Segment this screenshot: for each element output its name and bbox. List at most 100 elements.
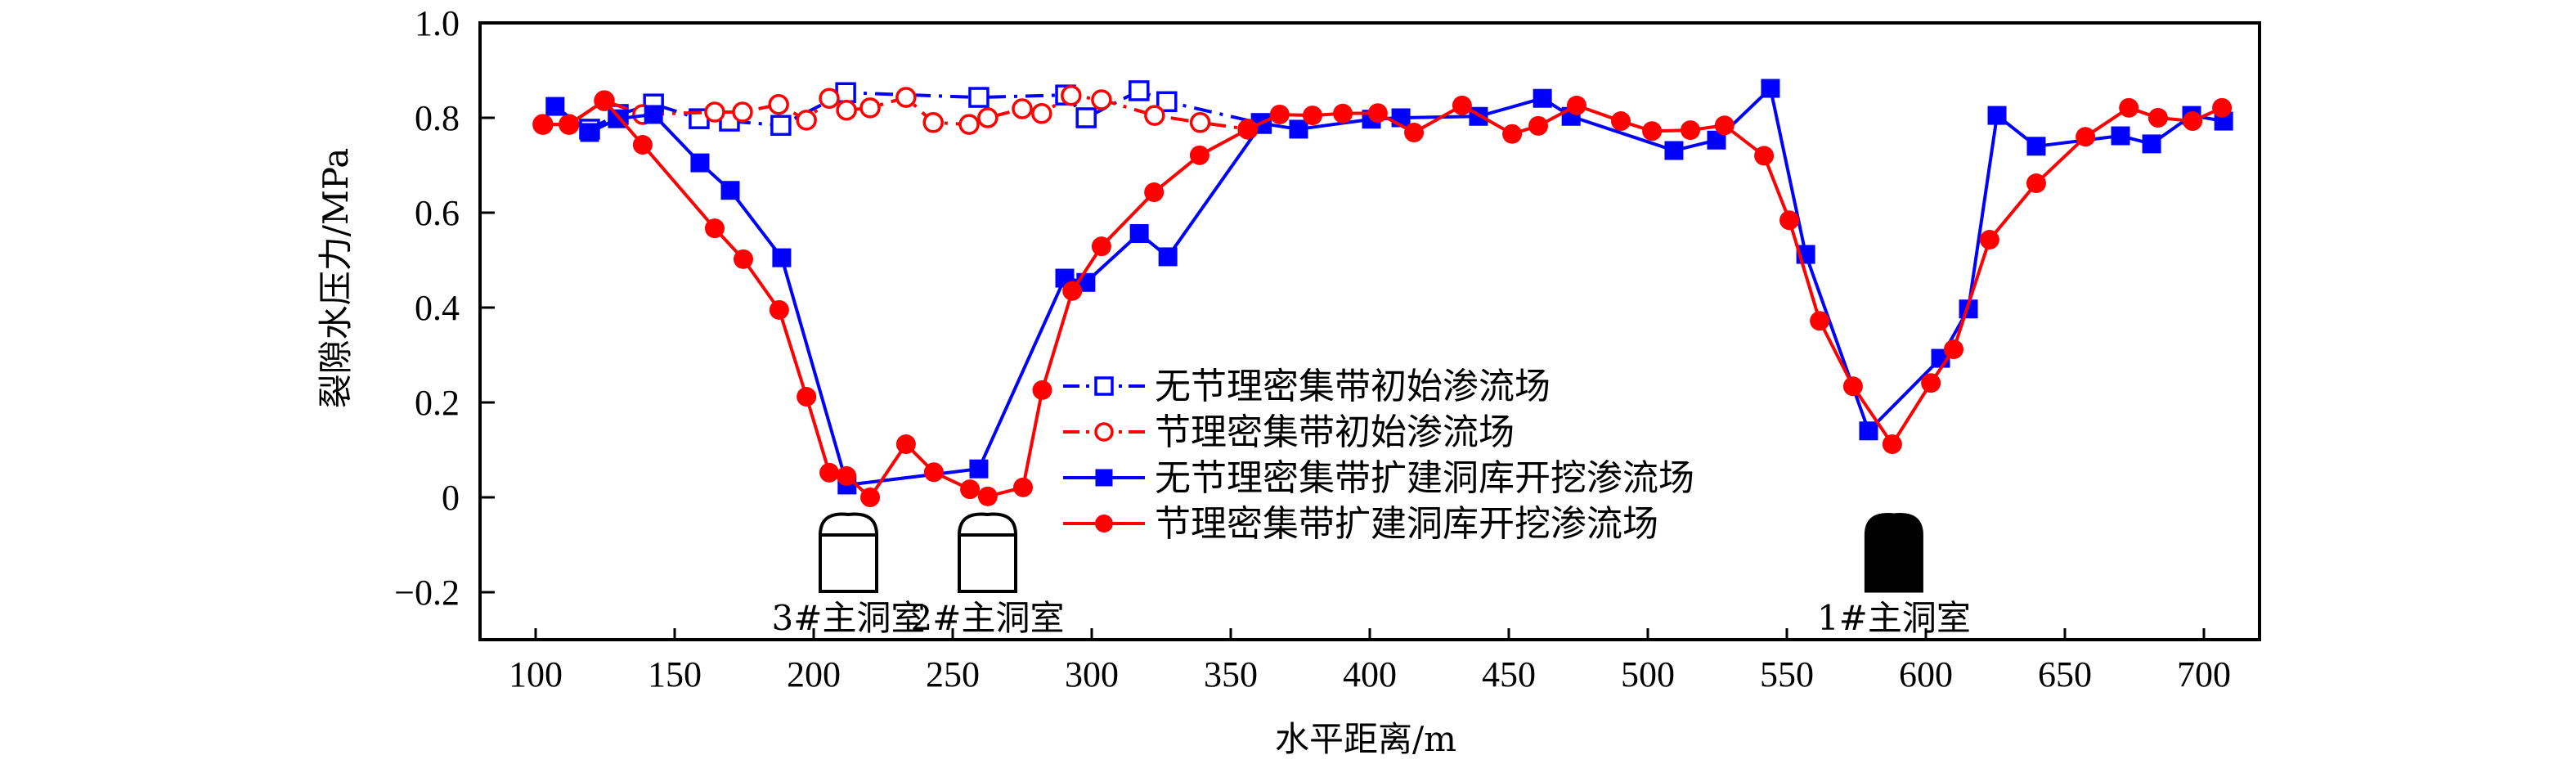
cavern-1: 3#主洞室 xyxy=(772,512,926,638)
data-point-filled-circle xyxy=(1979,230,1999,250)
data-point-filled-circle xyxy=(1238,119,1259,139)
x-tick-label: 300 xyxy=(1065,654,1119,694)
data-point-filled-circle xyxy=(532,115,553,135)
y-tick-label: 0.6 xyxy=(415,193,460,233)
data-point-filled-circle xyxy=(1032,380,1052,400)
data-point-filled-square xyxy=(2142,134,2161,154)
data-point-filled-square xyxy=(1859,421,1878,441)
legend-item-4: 节理密集带扩建洞库开挖渗流场 xyxy=(1063,503,1658,545)
x-tick-label: 550 xyxy=(1760,654,1814,694)
data-point-filled-circle xyxy=(1269,104,1290,124)
data-point-filled-square xyxy=(772,248,792,267)
data-point-open-circle xyxy=(1061,84,1082,106)
data-point-filled-circle xyxy=(2026,173,2046,194)
data-point-filled-circle xyxy=(797,387,817,407)
legend-item-3: 无节理密集带扩建洞库开挖渗流场 xyxy=(1063,457,1694,499)
data-point-filled-square xyxy=(1761,79,1780,98)
series-1 xyxy=(579,80,1272,140)
cavern-shape-outline xyxy=(819,512,878,593)
data-point-filled-circle xyxy=(704,218,725,239)
data-point-filled-circle xyxy=(2147,108,2168,128)
data-point-open-circle xyxy=(958,114,980,135)
data-point-filled-circle xyxy=(1714,115,1735,136)
data-point-open-circle xyxy=(819,88,840,109)
data-point-filled-circle xyxy=(977,486,998,506)
data-point-filled-circle xyxy=(1095,515,1113,533)
series-4 xyxy=(532,91,2233,507)
x-tick-label: 150 xyxy=(648,654,702,694)
y-axis-title: 裂隙水压力/MPa xyxy=(316,148,356,409)
data-point-open-circle xyxy=(895,87,917,108)
y-tick-label: 1.0 xyxy=(415,3,460,43)
data-point-open-circle xyxy=(1144,105,1165,126)
legend-label: 节理密集带扩建洞库开挖渗流场 xyxy=(1155,503,1658,545)
x-tick-label: 450 xyxy=(1482,654,1536,694)
data-point-filled-circle xyxy=(923,462,944,483)
x-tick-label: 400 xyxy=(1343,654,1397,694)
data-point-filled-circle xyxy=(1566,95,1586,115)
data-point-filled-circle xyxy=(1367,103,1388,124)
data-point-filled-circle xyxy=(594,91,614,111)
data-point-filled-square xyxy=(580,123,599,142)
data-point-filled-circle xyxy=(2183,111,2203,132)
data-point-filled-square xyxy=(690,153,710,173)
data-point-filled-square xyxy=(720,181,740,200)
legend-item-2: 节理密集带初始渗流场 xyxy=(1063,411,1515,453)
cavern-shape-filled xyxy=(1864,513,1923,593)
data-point-filled-circle xyxy=(1921,373,1941,393)
cavern-label: 1#主洞室 xyxy=(1817,598,1971,638)
y-tick-label: 0.2 xyxy=(415,383,460,423)
data-point-filled-circle xyxy=(2119,97,2139,118)
data-point-open-circle xyxy=(704,101,725,123)
data-point-open-square xyxy=(1075,107,1097,128)
y-tick-label: 0 xyxy=(442,478,460,518)
data-point-open-circle xyxy=(796,110,817,131)
y-tick-label: −0.2 xyxy=(394,573,460,613)
data-point-open-circle xyxy=(977,107,999,128)
x-axis-title: 水平距离/m xyxy=(1275,719,1456,759)
data-point-filled-square xyxy=(1095,469,1113,487)
data-point-filled-circle xyxy=(1944,339,1963,360)
data-point-open-square xyxy=(1094,376,1114,396)
data-point-open-square xyxy=(968,87,990,108)
data-point-filled-square xyxy=(1707,130,1726,150)
x-tick-label: 350 xyxy=(1204,654,1258,694)
data-point-filled-circle xyxy=(632,135,653,155)
data-point-open-circle xyxy=(1091,89,1112,110)
cavern-shape-outline xyxy=(958,512,1017,593)
x-tick-label: 200 xyxy=(787,654,841,694)
data-point-open-circle xyxy=(859,97,881,119)
series-layer xyxy=(532,79,2233,507)
data-point-filled-circle xyxy=(860,488,881,507)
data-point-filled-square xyxy=(1158,247,1178,267)
data-point-open-circle xyxy=(768,94,789,115)
data-point-filled-circle xyxy=(1404,122,1425,142)
data-point-filled-square xyxy=(545,97,565,116)
data-point-open-square xyxy=(1129,80,1150,101)
x-tick-label: 650 xyxy=(2038,654,2092,694)
data-point-filled-circle xyxy=(1091,236,1111,257)
data-point-filled-square xyxy=(644,105,663,124)
data-point-filled-circle xyxy=(819,462,840,483)
legend-label: 节理密集带初始渗流场 xyxy=(1155,411,1515,453)
data-point-open-circle xyxy=(732,101,753,123)
data-point-open-circle xyxy=(1031,103,1052,124)
data-point-filled-circle xyxy=(837,465,857,486)
legend-label: 无节理密集带扩建洞库开挖渗流场 xyxy=(1155,457,1694,499)
data-point-open-square xyxy=(770,115,792,137)
data-point-filled-circle xyxy=(1013,477,1034,497)
data-point-filled-circle xyxy=(1144,182,1165,203)
x-tick-label: 100 xyxy=(509,654,563,694)
data-point-open-circle xyxy=(1094,422,1114,442)
data-point-open-circle xyxy=(1189,112,1211,133)
data-point-filled-circle xyxy=(1452,95,1472,115)
data-point-filled-square xyxy=(1664,141,1684,160)
cavern-3: 1#主洞室 xyxy=(1817,513,1971,638)
cavern-label: 3#主洞室 xyxy=(772,598,926,638)
data-point-filled-circle xyxy=(1189,145,1209,165)
data-point-filled-circle xyxy=(559,115,579,135)
x-axis-ticks: 100 150 200 250 300 350 400 450 500 550 600 650 700 xyxy=(509,628,2231,694)
data-point-filled-circle xyxy=(769,299,789,320)
data-point-filled-circle xyxy=(2212,97,2233,118)
